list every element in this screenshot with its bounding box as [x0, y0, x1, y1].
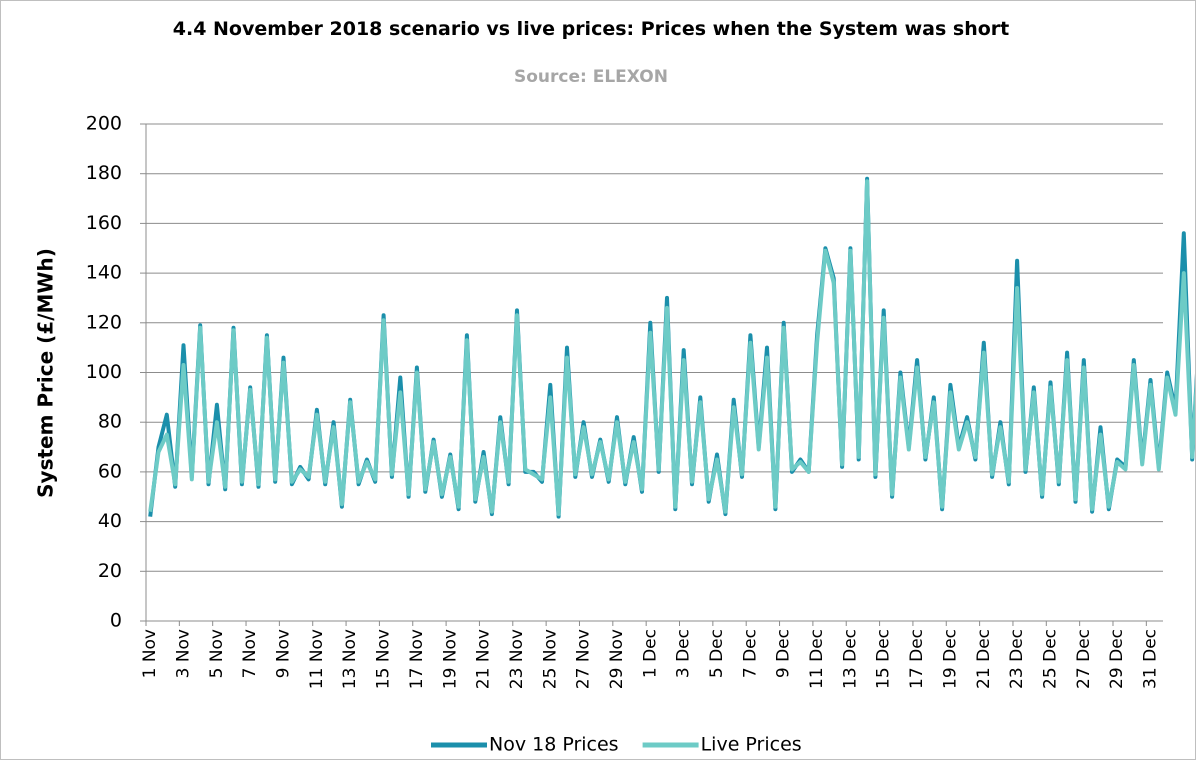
x-tick-label: 9 Dec [774, 629, 794, 678]
x-tick-label: 27 Nov [574, 629, 594, 689]
y-tick-label: 100 [86, 361, 122, 383]
x-tick-label: 25 Nov [540, 629, 560, 689]
x-tick-label: 31 Dec [1140, 629, 1160, 689]
x-tick-label: 21 Nov [474, 629, 494, 689]
series-line [148, 179, 1195, 517]
legend-label: Nov 18 Prices [489, 734, 619, 756]
x-tick-label: 3 Dec [674, 629, 694, 678]
y-tick-label: 60 [98, 460, 122, 482]
x-tick-label: 7 Dec [740, 629, 760, 678]
x-tick-label: 9 Nov [274, 629, 294, 678]
x-tick-label: 23 Dec [1007, 629, 1027, 689]
y-axis-label: System Price (£/MWh) [34, 248, 58, 498]
y-tick-label: 120 [86, 311, 122, 333]
x-tick-label: 11 Dec [807, 629, 827, 689]
chart-subtitle: Source: ELEXON [514, 67, 668, 87]
x-tick-label: 11 Nov [307, 629, 327, 689]
x-tick-label: 5 Nov [207, 629, 227, 678]
x-tick-label: 29 Nov [607, 629, 627, 689]
x-tick-label: 1 Nov [140, 629, 160, 678]
x-tick-label: 15 Nov [374, 629, 394, 689]
x-tick-label: 23 Nov [507, 629, 527, 689]
x-tick-label: 5 Dec [707, 629, 727, 678]
x-tick-label: 7 Nov [240, 629, 260, 678]
y-tick-label: 200 [86, 113, 122, 135]
x-tick-label: 19 Nov [440, 629, 460, 689]
x-tick-label: 27 Dec [1074, 629, 1094, 689]
x-tick-label: 25 Dec [1040, 629, 1060, 689]
x-tick-label: 13 Nov [340, 629, 360, 689]
y-tick-label: 0 [110, 610, 122, 632]
y-tick-label: 180 [86, 162, 122, 184]
chart-title: 4.4 November 2018 scenario vs live price… [172, 18, 1010, 40]
x-tick-label: 17 Nov [407, 629, 427, 689]
legend-label: Live Prices [701, 734, 802, 756]
x-tick-label: 15 Dec [874, 629, 894, 689]
x-tick-label: 19 Dec [940, 629, 960, 689]
y-tick-label: 40 [98, 510, 122, 532]
y-tick-label: 160 [86, 212, 122, 234]
x-tick-label: 17 Dec [907, 629, 927, 689]
x-tick-label: 1 Dec [640, 629, 660, 678]
x-tick-label: 13 Dec [840, 629, 860, 689]
y-tick-label: 20 [98, 560, 122, 582]
y-tick-label: 80 [98, 411, 122, 433]
y-tick-label: 140 [86, 262, 122, 284]
x-tick-label: 3 Nov [174, 629, 194, 678]
x-tick-label: 21 Dec [974, 629, 994, 689]
x-tick-label: 29 Dec [1107, 629, 1127, 689]
